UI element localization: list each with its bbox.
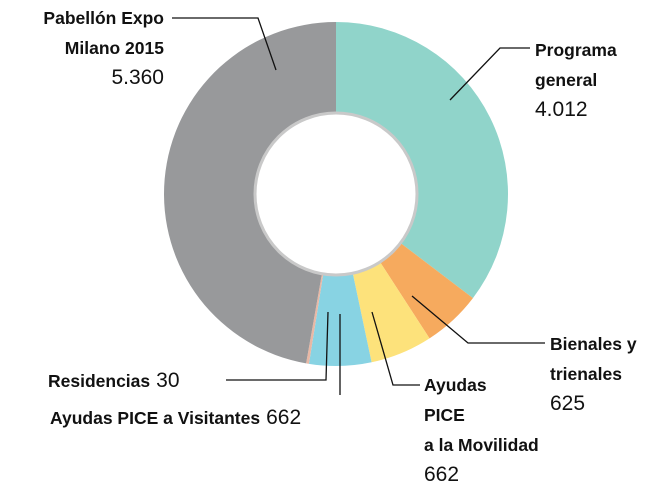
leader — [226, 311, 329, 381]
category-name: Bienales y trienales — [550, 334, 637, 384]
category-name: Pabellón Expo Milano 2015 — [43, 8, 164, 58]
leader — [411, 295, 545, 344]
slice — [306, 273, 324, 364]
value-label: 30 — [156, 369, 180, 392]
slice-label: Ayudas PICE a la Movilidad 662 — [424, 371, 539, 485]
slice — [336, 22, 508, 299]
slice — [163, 22, 336, 364]
leader — [172, 17, 277, 71]
slice — [352, 261, 430, 363]
slice-label: Pabellón Expo Milano 2015 5.360 — [43, 4, 164, 92]
value-label: 5.360 — [111, 66, 164, 89]
leader — [449, 47, 530, 101]
slice — [380, 243, 473, 339]
value-label: 662 — [424, 463, 460, 485]
category-name: Programa general — [535, 40, 617, 90]
slice-label: Ayudas PICE a Visitantes 662 — [50, 404, 301, 434]
value-label: 4.012 — [535, 98, 588, 121]
value-label: 662 — [266, 406, 302, 429]
hole — [253, 111, 419, 277]
value-label: 625 — [550, 392, 586, 415]
category-name: Ayudas PICE a Visitantes — [50, 408, 261, 428]
slice-label: Residencias 30 — [48, 367, 180, 397]
category-name: Ayudas PICE a la Movilidad — [424, 375, 539, 455]
leader — [371, 311, 420, 386]
slice-label: Programa general 4.012 — [535, 36, 617, 124]
slices — [163, 22, 508, 366]
slice-label: Bienales y trienales 625 — [550, 330, 637, 418]
category-name: Residencias — [48, 371, 151, 391]
